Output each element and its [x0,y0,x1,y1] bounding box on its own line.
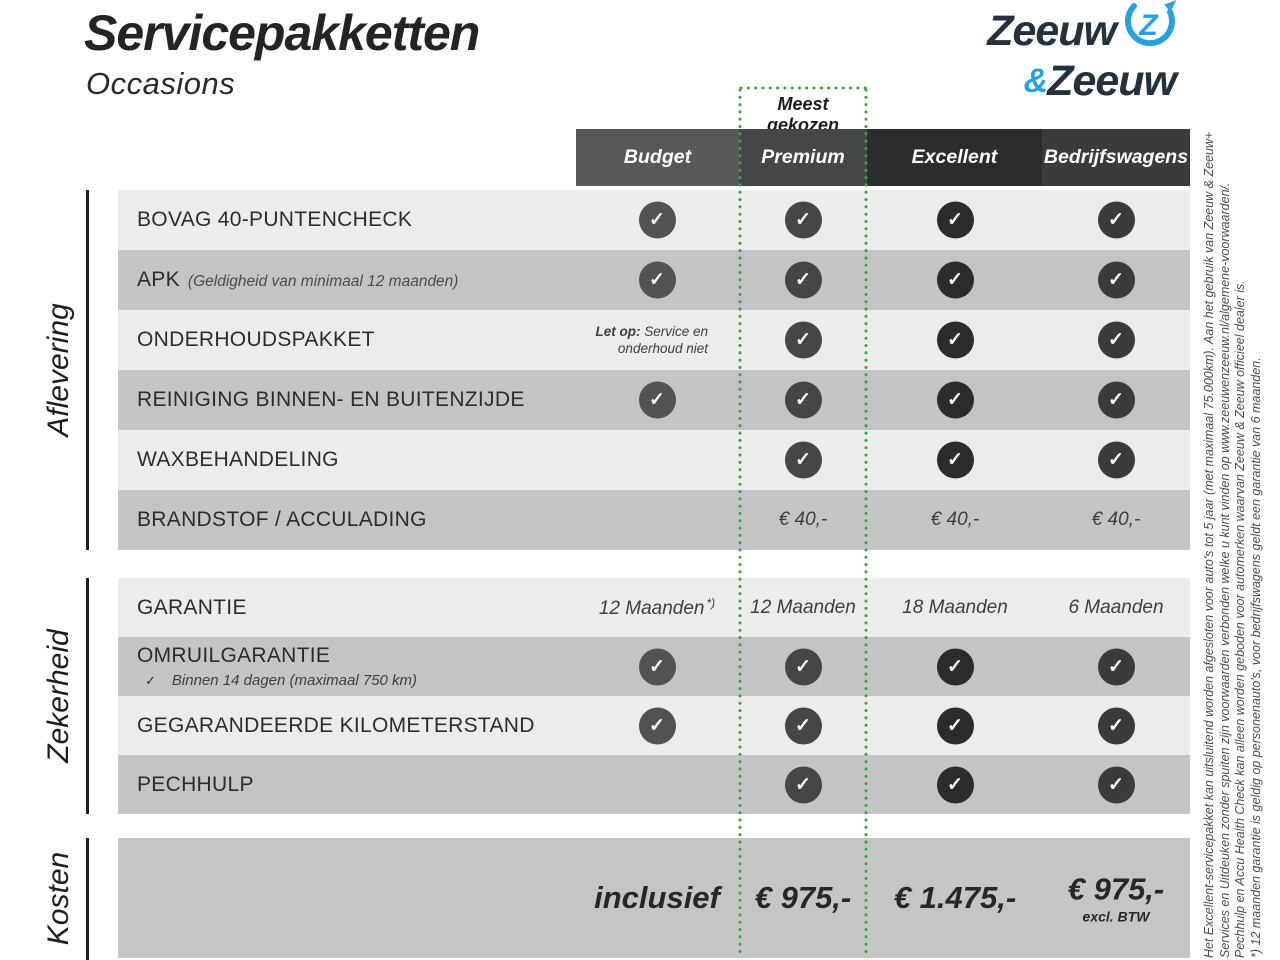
check-icon: ✓ [784,201,822,239]
row-label: ONDERHOUDSPAKKET [137,328,375,351]
row-label: WAXBEHANDELING [137,448,339,471]
check-icon: ✓ [936,381,974,419]
column-header-bedrijfswagens: Bedrijfswagens [1042,129,1190,186]
cell-value: 12 Maanden [750,596,856,618]
cell-value: € 40,- [778,509,828,530]
footnote-line: *) 12 maanden garantie is geldig op pers… [1248,357,1263,958]
price-bedrijfswagens: € 975,- [1067,871,1165,907]
footnote-line: Services en Uitdeuken zonder spuiten zij… [1217,182,1232,958]
check-icon: ✓ [784,321,822,359]
check-icon: ✓ [784,648,822,685]
check-icon: ✓ [936,766,974,803]
table-row-bovag: BOVAG 40-PUNTENCHECK ✓ ✓ ✓ ✓ [118,190,1190,250]
check-icon: ✓ [936,261,974,299]
cell-value: € 40,- [1091,509,1141,530]
check-icon: ✓ [1097,707,1135,744]
row-label: GARANTIE [137,595,247,619]
row-sub-note: ✓ Binnen 14 dagen (maximaal 750 km) [145,672,418,689]
logo-word-2: Zeeuw [1047,57,1177,105]
table-row-kosten: inclusief € 975,- € 1.475,- € 975,- excl… [118,838,1190,958]
check-icon: ✓ [936,648,974,685]
logo-ampersand: & [1023,62,1049,100]
zeeuw-zeeuw-logo: Zeeuw Z & Zeeuw [987,0,1177,106]
cell-value: 18 Maanden [902,596,1008,618]
footnote-line: Pechhulp en Accu Health Check kan alleen… [1233,280,1247,958]
check-icon: ✓ [638,648,676,685]
section-rule-zekerheid [86,578,89,814]
logo-word-1: Zeeuw [987,7,1117,55]
check-icon: ✓ [1097,766,1135,803]
price-premium: € 975,- [754,880,852,915]
check-icon: ✓ [1097,321,1135,359]
check-icon: ✓ [784,766,822,803]
row-label: PECHHULP [137,772,254,796]
tick-icon: ✓ [145,672,156,688]
cell-value: 12 Maanden *) [598,595,716,619]
row-label: APK [137,268,180,291]
swoosh-z-icon: Z [1120,0,1176,60]
check-icon: ✓ [638,261,676,299]
page-title: Servicepakketten [84,5,480,61]
check-icon: ✓ [936,201,974,239]
table-row-omruilgarantie: OMRUILGARANTIE ✓ Binnen 14 dagen (maxima… [118,637,1190,696]
table-row-apk: APK (Geldigheid van minimaal 12 maanden) … [118,250,1190,310]
footnote-line: Het Excellent-servicepakket kan uitsluit… [1202,131,1216,958]
footnote-marker: *) [706,595,716,610]
table-row-reiniging: REINIGING BINNEN- EN BUITENZIJDE ✓ ✓ ✓ ✓ [118,370,1190,430]
cell-value: € 40,- [930,509,980,530]
check-icon: ✓ [638,201,676,239]
row-label: BOVAG 40-PUNTENCHECK [137,208,413,231]
table-row-kilometerstand: GEGARANDEERDE KILOMETERSTAND ✓ ✓ ✓ ✓ [118,696,1190,755]
check-icon: ✓ [1097,261,1135,299]
row-label: GEGARANDEERDE KILOMETERSTAND [137,713,535,737]
price-btw-note: excl. BTW [1082,908,1150,925]
budget-note: Let op: Service en onderhoud niet [595,324,708,356]
check-icon: ✓ [638,381,676,419]
row-label: REINIGING BINNEN- EN BUITENZIJDE [137,388,525,411]
check-icon: ✓ [1097,201,1135,239]
page-subtitle: Occasions [86,66,236,101]
section-rule-kosten [86,838,89,960]
section-rule-aflevering [86,190,89,550]
svg-text:Z: Z [1138,9,1159,42]
check-icon: ✓ [936,707,974,744]
check-icon: ✓ [1097,441,1135,479]
check-icon: ✓ [1097,381,1135,419]
row-label: BRANDSTOF / ACCULADING [137,508,427,531]
check-icon: ✓ [638,707,676,744]
check-icon: ✓ [784,441,822,479]
check-icon: ✓ [1097,648,1135,685]
check-icon: ✓ [936,321,974,359]
section-label-zekerheid: Zekerheid [42,629,75,763]
column-header-premium: Premium [739,129,867,186]
column-header-excellent: Excellent [867,129,1042,186]
table-row-pechhulp: PECHHULP ✓ ✓ ✓ [118,755,1190,814]
logo-line-1: Zeeuw Z [987,0,1176,56]
table-row-brandstof: BRANDSTOF / ACCULADING € 40,- € 40,- € 4… [118,490,1190,550]
footnotes: Het Excellent-servicepakket kan uitsluit… [1202,128,1264,958]
check-icon: ✓ [784,381,822,419]
check-icon: ✓ [784,261,822,299]
price-excellent: € 1.475,- [893,880,1017,915]
logo-line-2: & Zeeuw [987,56,1177,106]
check-icon: ✓ [936,441,974,479]
section-label-kosten: Kosten [42,851,75,946]
price-budget: inclusief [594,880,720,915]
column-header-budget: Budget [576,129,739,186]
row-label: OMRUILGARANTIE [137,644,331,667]
table-row-onderhoudspakket: ONDERHOUDSPAKKET Let op: Service en onde… [118,310,1190,370]
section-label-aflevering: Aflevering [42,303,75,437]
table-row-garantie: GARANTIE 12 Maanden *) 12 Maanden 18 Maan… [118,578,1190,637]
table-row-waxbehandeling: WAXBEHANDELING ✓ ✓ ✓ [118,430,1190,490]
check-icon: ✓ [784,707,822,744]
cell-value: 6 Maanden [1068,596,1164,618]
row-label-note: (Geldigheid van minimaal 12 maanden) [187,273,459,290]
